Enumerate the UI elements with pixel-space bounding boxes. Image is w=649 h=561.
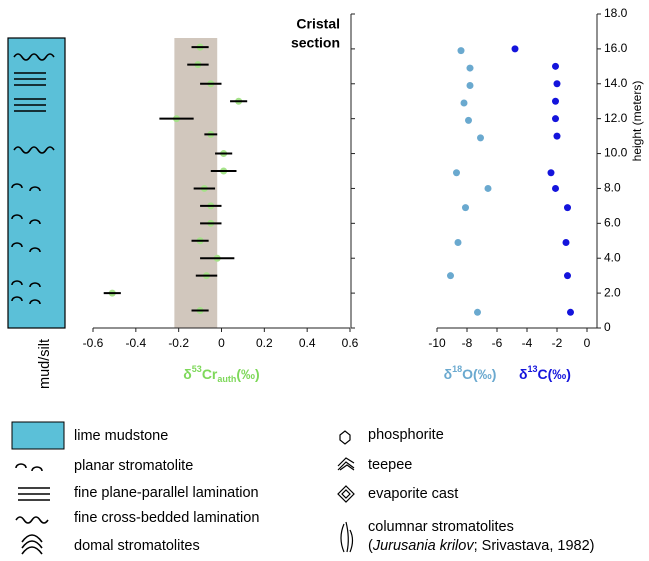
data-point <box>453 169 460 177</box>
data-point <box>562 239 570 247</box>
data-point <box>447 272 454 280</box>
axis-label: δ18O(‰) <box>444 364 497 381</box>
data-point <box>552 184 559 192</box>
x-tick-label: -2 <box>552 336 563 350</box>
data-point <box>564 272 571 280</box>
x-tick-label: -10 <box>428 336 446 350</box>
label-part: auth <box>217 374 236 384</box>
data-point <box>465 116 472 124</box>
legend-swatch <box>11 421 65 450</box>
data-point <box>552 97 559 105</box>
column-symbols <box>11 53 55 305</box>
data-point <box>552 62 559 70</box>
x-tick-label: -0.4 <box>125 336 146 350</box>
legend-label: planar stromatolite <box>74 458 193 474</box>
legend-label: evaporite cast <box>368 486 458 502</box>
title: section <box>291 35 340 51</box>
legend-label: fine plane-parallel lamination <box>74 485 259 501</box>
x-tick-label: -0.2 <box>168 336 189 350</box>
data-point <box>567 308 574 316</box>
label-part: δ <box>519 366 528 382</box>
y-tick-label: 18.0 <box>604 6 628 20</box>
data-point <box>553 80 561 88</box>
label-part: δ <box>183 366 192 382</box>
x-tick-label: -0.6 <box>83 336 104 350</box>
data-point <box>466 64 474 72</box>
x-tick-label: 0.2 <box>256 336 273 350</box>
axis-label: δ53Crauth(‰) <box>183 364 259 384</box>
label-part: 18 <box>452 364 462 374</box>
data-point <box>457 47 465 55</box>
x-tick-label: 0.4 <box>299 336 316 350</box>
legend-symbols <box>15 430 355 555</box>
y-tick-label: 0 <box>604 320 611 334</box>
x-tick-label: 0 <box>584 336 591 350</box>
x-tick-label: -8 <box>462 336 473 350</box>
title: Cristal <box>296 16 340 32</box>
x-tick-label: -6 <box>492 336 503 350</box>
y-tick-label: 14.0 <box>604 76 628 90</box>
y-tick-label: 10.0 <box>604 146 628 160</box>
label-part: δ <box>444 366 453 382</box>
legend-label: phosphorite <box>368 427 444 443</box>
legend-part: Jurusania krilov <box>372 538 474 554</box>
data-point <box>552 115 559 123</box>
data-point <box>553 132 561 140</box>
axis-label: δ13C(‰) <box>519 364 571 381</box>
data-point <box>460 99 468 107</box>
x-tick-label: 0.6 <box>342 336 359 350</box>
legend <box>11 421 355 555</box>
lithology-column <box>7 37 66 329</box>
data-point <box>564 204 571 212</box>
legend-label: columnar stromatolites <box>368 519 514 535</box>
y-tick-label: 6.0 <box>604 216 621 230</box>
data-point <box>484 184 492 192</box>
y-tick-label: 8.0 <box>604 181 621 195</box>
legend-label: fine cross-bedded lamination <box>74 510 259 526</box>
legend-label: domal stromatolites <box>74 538 200 554</box>
y-axis-label: height (meters) <box>630 81 644 162</box>
column-label: mud/silt <box>37 339 53 389</box>
legend-label: teepee <box>368 457 412 473</box>
y-tick-label: 4.0 <box>604 250 621 264</box>
legend-part: ; Srivastava, 1982) <box>474 538 595 554</box>
x-tick-label: 0 <box>218 336 225 350</box>
data-point <box>547 169 555 177</box>
legend-part: ( <box>368 538 373 554</box>
data-point <box>477 134 484 142</box>
y-tick-label: 16.0 <box>604 41 628 55</box>
y-tick-label: 2.0 <box>604 285 621 299</box>
data-point <box>511 45 519 53</box>
label-part: 13 <box>528 364 538 374</box>
x-tick-label: -4 <box>522 336 533 350</box>
label-part: O(‰) <box>462 366 496 382</box>
data-point <box>454 239 462 247</box>
label-part: Cr <box>202 366 218 382</box>
data-point <box>474 308 481 316</box>
data-point <box>466 82 474 90</box>
label-part: (‰) <box>236 366 259 382</box>
y-tick-label: 12.0 <box>604 111 628 125</box>
data-point <box>462 204 469 212</box>
legend-label: lime mudstone <box>74 428 168 444</box>
label-part: 53 <box>192 364 202 374</box>
label-part: C(‰) <box>538 366 571 382</box>
legend-label: (Jurusania krilov; Srivastava, 1982) <box>368 538 595 554</box>
